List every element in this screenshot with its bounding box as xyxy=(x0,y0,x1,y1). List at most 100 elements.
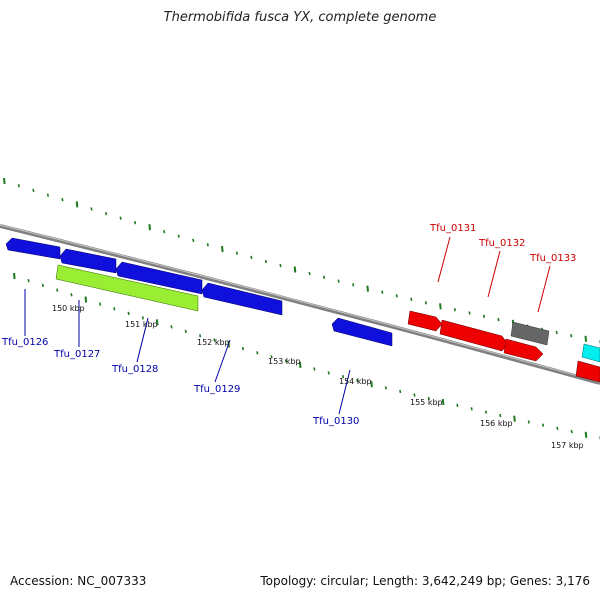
inner-tick xyxy=(484,410,488,414)
inner-tick xyxy=(184,329,187,334)
inner-tick xyxy=(241,346,245,351)
inner-tick xyxy=(113,307,116,311)
gene-label-tfu-0129[interactable]: Tfu_0129 xyxy=(193,384,240,395)
outer-tick xyxy=(468,311,471,315)
gene-label-tfu-0127[interactable]: Tfu_0127 xyxy=(53,349,100,360)
kbp-tick-labels: 150 kbp 151 kbp 152 kbp 153 kbp 154 kbp … xyxy=(52,304,584,450)
inner-tick xyxy=(56,288,59,292)
outer-tick xyxy=(32,188,35,193)
inner-tick xyxy=(542,423,545,427)
gene-label-tfu-0126[interactable]: Tfu_0126 xyxy=(1,337,48,348)
outer-tick xyxy=(366,285,369,292)
inner-tick xyxy=(170,325,173,329)
outer-tick xyxy=(3,177,6,185)
outer-tick xyxy=(235,251,238,255)
genome-backbone-highlight xyxy=(0,224,600,383)
gene-tfu-0132[interactable] xyxy=(439,319,509,352)
gene-red-edge-feature[interactable] xyxy=(575,360,600,383)
inner-tick xyxy=(556,426,559,431)
accession-text: Accession: NC_007333 xyxy=(10,574,147,588)
inner-tick xyxy=(527,420,530,424)
inner-tick xyxy=(284,359,287,363)
outer-tick xyxy=(264,259,268,264)
gene-labels: Tfu_0126 Tfu_0127 Tfu_0128 Tfu_0129 Tfu_… xyxy=(1,223,576,427)
outer-tick xyxy=(17,184,20,188)
tick-label-153: 153 kbp xyxy=(268,357,301,366)
gene-cyan-feature[interactable] xyxy=(581,343,600,363)
genome-backbone xyxy=(0,224,600,385)
outer-tick xyxy=(221,245,224,253)
outer-tick xyxy=(570,334,573,338)
tick-label-152: 152 kbp xyxy=(197,338,230,347)
inner-tick xyxy=(13,272,16,280)
tick-label-155: 155 kbp xyxy=(410,398,443,407)
inner-tick xyxy=(27,279,30,283)
outer-tick xyxy=(453,308,456,312)
outer-tick xyxy=(584,335,588,342)
inner-tick xyxy=(327,371,330,375)
gene-grey-feature[interactable] xyxy=(510,321,550,346)
outer-tick xyxy=(482,314,486,318)
leader-tfu-0130 xyxy=(338,369,351,415)
leader-tfu-0132 xyxy=(487,250,501,298)
outer-tick xyxy=(61,198,64,202)
inner-tick xyxy=(499,413,502,418)
leader-tfu-0128 xyxy=(136,317,149,363)
inner-tick xyxy=(213,338,216,342)
leader-tfu-0129 xyxy=(214,339,231,383)
tick-label-156: 156 kbp xyxy=(480,419,513,428)
outer-tick xyxy=(352,283,355,287)
tick-label-151: 151 kbp xyxy=(125,320,158,329)
outer-tick xyxy=(439,303,442,310)
outer-tick xyxy=(395,294,398,298)
gene-label-tfu-0131[interactable]: Tfu_0131 xyxy=(429,223,476,234)
outer-tick xyxy=(381,290,384,294)
gene-label-tfu-0128[interactable]: Tfu_0128 xyxy=(111,364,158,375)
outer-tick xyxy=(250,255,253,260)
gene-label-tfu-0130[interactable]: Tfu_0130 xyxy=(312,416,359,427)
inner-tick-row xyxy=(13,272,600,440)
genome-summary-text: Topology: circular; Length: 3,642,249 bp… xyxy=(260,574,590,588)
inner-tick xyxy=(199,334,202,338)
gene-track xyxy=(5,237,600,383)
inner-tick xyxy=(41,283,44,288)
gene-tfu-0126[interactable] xyxy=(5,237,61,260)
inner-tick xyxy=(84,296,88,303)
outer-tick xyxy=(308,271,311,276)
gene-label-tfu-0133[interactable]: Tfu_0133 xyxy=(529,253,576,264)
outer-tick xyxy=(75,201,79,208)
outer-tick xyxy=(90,207,93,211)
inner-tick xyxy=(441,398,445,406)
outer-tick xyxy=(134,221,137,225)
gene-tfu-0129[interactable] xyxy=(201,282,283,316)
gene-leader-lines xyxy=(24,236,551,415)
outer-tick xyxy=(497,317,500,322)
outer-tick-row xyxy=(3,177,600,344)
inner-tick xyxy=(470,407,473,411)
outer-tick xyxy=(555,330,558,335)
inner-tick xyxy=(270,355,273,359)
inner-tick xyxy=(427,396,430,401)
outer-tick xyxy=(424,301,427,305)
outer-tick xyxy=(46,193,49,197)
gene-label-tfu-0132[interactable]: Tfu_0132 xyxy=(478,238,525,249)
inner-tick xyxy=(370,381,373,388)
tick-label-154: 154 kbp xyxy=(339,377,372,386)
inner-tick xyxy=(99,302,102,306)
gene-tfu-0130[interactable] xyxy=(331,317,393,347)
gene-tfu-0131[interactable] xyxy=(407,310,443,332)
inner-tick xyxy=(313,367,316,371)
tick-label-157: 157 kbp xyxy=(551,441,584,450)
inner-tick xyxy=(256,351,259,355)
gene-tfu-0128[interactable] xyxy=(115,261,203,295)
inner-tick xyxy=(584,431,588,438)
inner-tick xyxy=(141,316,144,320)
inner-tick xyxy=(456,403,459,408)
gene-tfu-0127[interactable] xyxy=(59,248,117,274)
map-title: Thermobifida fusca YX, complete genome xyxy=(163,10,437,25)
gene-tfu-0133[interactable] xyxy=(503,338,544,362)
outer-tick xyxy=(323,275,326,279)
inner-tick xyxy=(513,415,516,422)
outer-tick xyxy=(337,279,340,283)
gene-green-feature[interactable] xyxy=(55,264,199,312)
